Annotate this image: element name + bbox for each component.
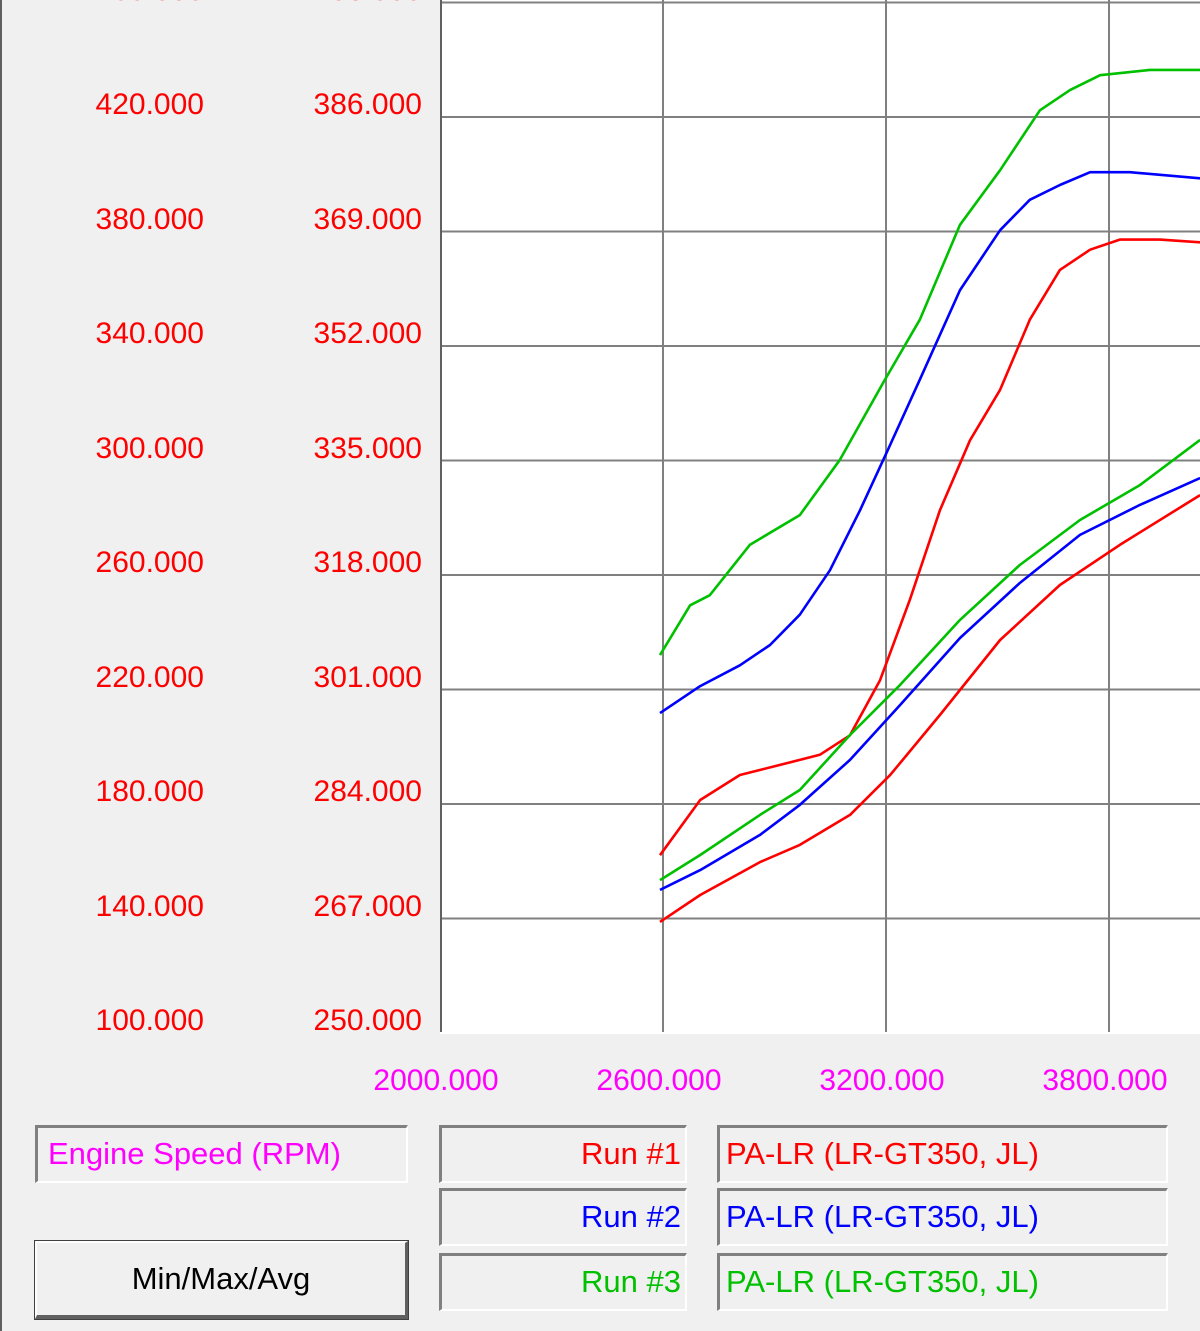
plot-area[interactable] bbox=[440, 0, 1200, 1034]
y-left-tick-label: 380.000 bbox=[95, 202, 204, 236]
run-name-field[interactable]: PA-LR (LR-GT350, JL) bbox=[717, 1188, 1168, 1246]
y-right-tick-label: 301.000 bbox=[313, 660, 422, 694]
y-right-tick-label: 369.000 bbox=[313, 202, 422, 236]
y-right-tick-label: 386.000 bbox=[313, 88, 422, 121]
run-name-field[interactable]: PA-LR (LR-GT350, JL) bbox=[717, 1253, 1168, 1311]
y-right-tick-label: 335.000 bbox=[313, 431, 422, 465]
y-right-tick-label: 284.000 bbox=[313, 775, 422, 808]
x-channel-label: Engine Speed (RPM) bbox=[48, 1136, 341, 1171]
min-max-avg-button[interactable]: Min/Max/Avg bbox=[34, 1240, 409, 1320]
window-edge bbox=[0, 0, 2, 1331]
plot-background bbox=[440, 0, 1200, 1034]
series-line-run3-right bbox=[658, 68, 1200, 656]
x-tick-label: 2000.000 bbox=[373, 1064, 499, 1097]
series-line-run2-right bbox=[659, 170, 1200, 715]
series-line-run1-right bbox=[658, 238, 1200, 856]
x-tick-label: 3200.000 bbox=[819, 1064, 945, 1097]
x-tick-label: 3800.000 bbox=[1042, 1064, 1168, 1097]
y-right-tick-label: 250.000 bbox=[313, 1004, 422, 1037]
y-left-tick-label: 300.000 bbox=[95, 431, 204, 465]
y-left-tick-label: 340.000 bbox=[95, 317, 204, 350]
series-line-run1-left bbox=[659, 493, 1200, 923]
y-left-tick-label: 260.000 bbox=[95, 546, 204, 579]
y-right-tick-label: 352.000 bbox=[313, 317, 422, 350]
y-left-tick-label: 460.000 bbox=[20, 0, 204, 6]
run-name-field[interactable]: PA-LR (LR-GT350, JL) bbox=[717, 1125, 1168, 1183]
x-channel-field[interactable]: Engine Speed (RPM) bbox=[35, 1125, 408, 1183]
min-max-avg-label: Min/Max/Avg bbox=[131, 1261, 311, 1296]
y-left-tick-label: 180.000 bbox=[95, 775, 204, 808]
run-label-field[interactable]: Run #1 bbox=[439, 1125, 687, 1183]
series-line-run2-left bbox=[659, 476, 1200, 892]
run-label-field[interactable]: Run #3 bbox=[439, 1253, 687, 1311]
y-left-tick-label: 420.000 bbox=[95, 88, 204, 121]
run-label-field[interactable]: Run #2 bbox=[439, 1188, 687, 1246]
y-left-tick-label: 100.000 bbox=[95, 1004, 204, 1037]
y-right-tick-label: 318.000 bbox=[313, 546, 422, 579]
x-tick-label: 2600.000 bbox=[596, 1064, 722, 1097]
y-right-tick-label: 403.000 bbox=[240, 0, 422, 6]
series-line-run3-left bbox=[659, 438, 1200, 882]
y-left-tick-label: 220.000 bbox=[95, 660, 204, 694]
y-left-tick-label: 140.000 bbox=[95, 889, 204, 923]
y-right-tick-label: 267.000 bbox=[313, 889, 422, 923]
